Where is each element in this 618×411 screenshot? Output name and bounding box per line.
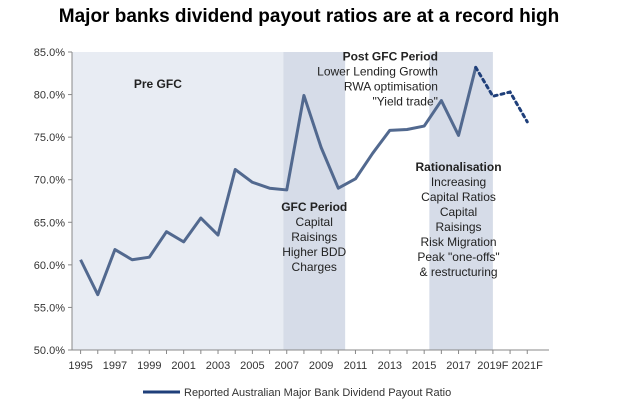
y-tick-label: 85.0%: [34, 47, 65, 59]
annotation-line: Post GFC Period: [343, 50, 438, 64]
x-axis-ticks: 1995 1997 1999 2001 2003 2005 2007 2009 2011 2013…: [68, 350, 543, 372]
x-tick-label: 2011: [344, 360, 368, 372]
annotation-line: Raisings: [436, 220, 482, 234]
period-band-0: [72, 52, 284, 350]
series-lines: [79, 65, 529, 297]
annotation-line: GFC Period: [281, 200, 347, 214]
chart-title: Major banks dividend payout ratios are a…: [58, 6, 560, 27]
y-tick-label: 65.0%: [34, 217, 65, 229]
x-tick-label: 2021F: [512, 360, 543, 372]
annotation-line: & restructuring: [420, 265, 498, 279]
annotation-line: Capital: [296, 215, 333, 229]
legend-label: Reported Australian Major Bank Dividend …: [184, 387, 451, 399]
x-tick-label: 2013: [378, 360, 402, 372]
annotation-line: RWA optimisation: [344, 80, 438, 94]
annotation-line: Increasing: [431, 175, 486, 189]
x-tick-label: 2015: [412, 360, 436, 372]
annotation-line: Capital Ratios: [421, 190, 496, 204]
annotation-line: Charges: [292, 260, 337, 274]
annotation-line: Pre GFC: [134, 77, 182, 91]
x-tick-label: 1997: [103, 360, 127, 372]
series-line-actual: [79, 66, 478, 297]
y-tick-label: 75.0%: [34, 132, 65, 144]
x-tick-label: 2017: [446, 360, 470, 372]
y-tick-label: 80.0%: [34, 90, 65, 102]
x-tick-label: 1995: [68, 360, 92, 372]
annotation-line: Raisings: [291, 230, 337, 244]
y-axis-ticks: 50.0% 55.0% 60.0% 65.0% 70.0% 75.0% 80.0% 85.0%: [34, 47, 72, 357]
x-tick-label: 1999: [137, 360, 161, 372]
series-line-forecast: [474, 65, 529, 124]
annotation-line: Lower Lending Growth: [317, 65, 438, 79]
annotation-line: Rationalisation: [416, 160, 502, 174]
annotation-line: Risk Migration: [421, 235, 497, 249]
annotation-line: Peak "one-offs": [417, 250, 499, 264]
period-band-1: [283, 52, 346, 350]
annotation-line: Higher BDD: [282, 245, 346, 259]
x-tick-label: 2019F: [477, 360, 508, 372]
x-tick-label: 2009: [309, 360, 333, 372]
y-tick-label: 60.0%: [34, 260, 65, 272]
shaded-periods: [72, 52, 493, 350]
axes: [71, 52, 549, 351]
y-tick-label: 55.0%: [34, 302, 65, 314]
x-tick-label: 2005: [240, 360, 264, 372]
x-tick-label: 2007: [275, 360, 299, 372]
annotation-line: "Yield trade": [372, 95, 437, 109]
y-tick-label: 70.0%: [34, 175, 65, 187]
y-tick-label: 50.0%: [34, 345, 65, 357]
x-tick-label: 2001: [171, 360, 195, 372]
annotation-line: Capital: [440, 205, 477, 219]
x-tick-label: 2003: [206, 360, 230, 372]
legend: Reported Australian Major Bank Dividend …: [143, 387, 451, 399]
